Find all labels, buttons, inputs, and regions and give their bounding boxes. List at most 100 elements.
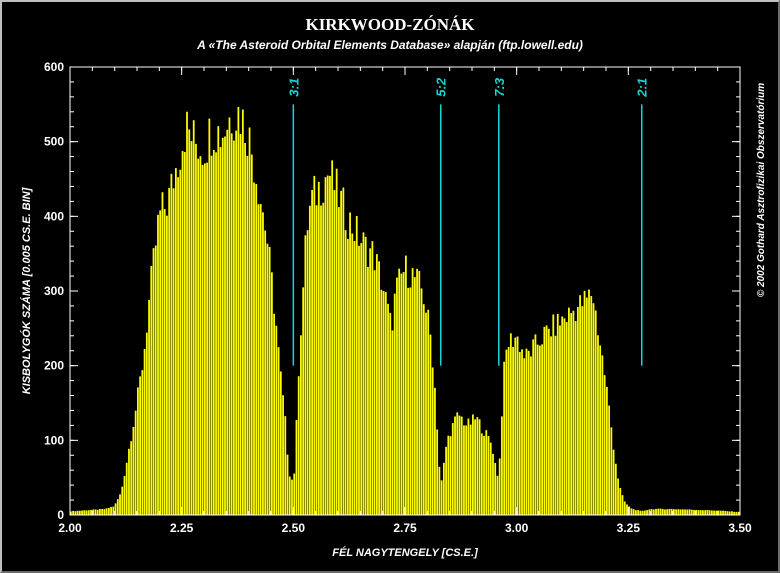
histogram-bar xyxy=(539,345,541,515)
histogram-bar xyxy=(76,510,79,515)
histogram-bar xyxy=(445,446,447,515)
histogram-bar xyxy=(420,288,423,515)
histogram-bar xyxy=(442,462,445,515)
histogram-bar xyxy=(606,386,608,515)
histogram-bar xyxy=(547,328,550,515)
histogram-bar xyxy=(125,462,128,515)
histogram-bar xyxy=(407,287,410,515)
histogram-bar xyxy=(235,130,238,515)
histogram-bar xyxy=(317,181,320,515)
histogram-bar xyxy=(123,476,126,515)
histogram-bar xyxy=(302,287,305,515)
histogram-bar xyxy=(677,509,680,515)
chart-subtitle: A «The Asteroid Orbital Elements Databas… xyxy=(197,38,583,52)
y-tick-label: 100 xyxy=(44,433,64,447)
histogram-bar xyxy=(295,419,298,515)
histogram-bar xyxy=(333,190,336,515)
histogram-bar xyxy=(496,475,499,515)
histogram-bars xyxy=(70,106,740,516)
histogram-bar xyxy=(612,449,615,515)
histogram-bar xyxy=(181,151,184,515)
histogram-bar xyxy=(224,136,226,515)
histogram-bar xyxy=(400,273,403,515)
histogram-bar xyxy=(478,419,481,515)
histogram-bar xyxy=(652,509,655,515)
histogram-bar xyxy=(271,272,273,515)
histogram-bar xyxy=(693,509,695,515)
histogram-bar xyxy=(704,510,707,515)
histogram-bar xyxy=(161,192,164,516)
histogram-bar xyxy=(487,436,490,515)
histogram-bar xyxy=(411,268,414,515)
histogram-bar xyxy=(237,106,240,516)
histogram-bar xyxy=(172,188,175,516)
histogram-bar xyxy=(552,314,555,515)
histogram-bar xyxy=(148,299,150,515)
histogram-bar xyxy=(145,332,148,515)
histogram-bar xyxy=(217,126,220,515)
histogram-bar xyxy=(434,387,436,515)
histogram-bar xyxy=(684,509,686,515)
histogram-bar xyxy=(530,356,532,515)
histogram-bar xyxy=(603,375,606,515)
histogram-bar xyxy=(179,169,182,515)
histogram-bar xyxy=(74,511,77,515)
histogram-bar xyxy=(208,118,211,515)
histogram-bar xyxy=(621,495,624,515)
histogram-bar xyxy=(623,501,626,515)
histogram-bar xyxy=(87,510,90,515)
histogram-bar xyxy=(197,158,200,516)
histogram-bar xyxy=(559,325,561,515)
histogram-bar xyxy=(722,510,724,515)
histogram-bar xyxy=(469,424,472,515)
x-tick-label: 2.25 xyxy=(170,521,194,535)
histogram-bar xyxy=(688,509,691,515)
histogram-bar xyxy=(340,190,343,515)
histogram-bar xyxy=(507,347,510,515)
histogram-bar xyxy=(436,429,439,515)
histogram-bar xyxy=(585,297,588,515)
histogram-bar xyxy=(646,510,648,515)
histogram-bar xyxy=(413,277,416,515)
histogram-bar xyxy=(661,509,664,515)
histogram-bar xyxy=(494,462,497,515)
histogram-bar xyxy=(286,454,289,515)
histogram-bar xyxy=(183,152,186,515)
histogram-bar xyxy=(648,509,651,515)
histogram-bar xyxy=(713,510,715,515)
histogram-bar xyxy=(425,312,427,515)
histogram-bar xyxy=(650,508,653,515)
y-tick-label: 0 xyxy=(57,508,64,522)
histogram-bar xyxy=(119,494,121,515)
histogram-bar xyxy=(563,318,566,515)
histogram-bar xyxy=(525,348,528,515)
axis-ticks xyxy=(69,66,741,516)
histogram-bar xyxy=(695,509,698,515)
histogram-bar xyxy=(78,510,81,515)
histogram-bar xyxy=(219,147,222,515)
histogram-bar xyxy=(226,129,229,516)
histogram-bar xyxy=(157,214,159,516)
histogram-bar xyxy=(331,160,334,515)
histogram-bar xyxy=(579,295,581,515)
histogram-bar xyxy=(501,416,503,515)
histogram-bar xyxy=(391,330,394,515)
histogram-bar xyxy=(512,347,514,515)
histogram-bar xyxy=(449,436,452,515)
histogram-bar xyxy=(199,156,202,516)
histogram-bar xyxy=(99,508,101,515)
histogram-bar xyxy=(282,395,284,515)
histogram-bar xyxy=(83,510,86,515)
histogram-bar xyxy=(655,508,657,515)
histogram-bar xyxy=(186,111,188,515)
histogram-bar xyxy=(463,425,465,515)
histogram-bar xyxy=(465,425,468,515)
histogram-bar xyxy=(735,511,738,515)
histogram-bar xyxy=(264,230,267,515)
x-tick-label: 2.00 xyxy=(58,521,82,535)
histogram-bar xyxy=(257,204,260,515)
x-tick-label: 3.25 xyxy=(617,521,641,535)
histogram-bar xyxy=(498,458,501,515)
resonance-label: 5:2 xyxy=(434,77,449,97)
